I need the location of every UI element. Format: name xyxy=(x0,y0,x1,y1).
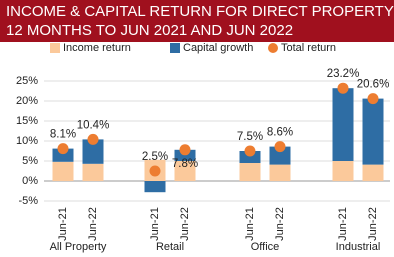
x-tick-label: Jun-22 xyxy=(367,207,379,241)
value-label: 7.5% xyxy=(237,131,263,143)
value-label: 23.2% xyxy=(327,68,360,80)
bar xyxy=(82,139,104,164)
total-dot xyxy=(274,141,286,153)
x-tick-label: Jun-21 xyxy=(244,207,256,241)
x-tick-label: Jun-21 xyxy=(337,207,349,241)
total-dot xyxy=(179,144,191,156)
y-tick-label: -5% xyxy=(18,195,38,207)
total-dot xyxy=(57,143,69,155)
value-label: 20.6% xyxy=(357,79,390,91)
bar xyxy=(269,146,291,165)
x-tick-label: Jun-21 xyxy=(149,207,161,241)
bar xyxy=(52,161,74,181)
chart-subtitle: 12 MONTHS TO JUN 2021 AND JUN 2022 xyxy=(6,22,293,39)
value-label: 2.5% xyxy=(142,151,168,163)
legend-marker xyxy=(268,43,278,53)
group-label: All Property xyxy=(50,241,107,253)
header-band xyxy=(0,0,394,42)
bar xyxy=(174,161,196,181)
total-dot xyxy=(337,82,349,94)
bar xyxy=(239,163,261,181)
bar xyxy=(332,161,354,181)
value-label: 8.6% xyxy=(267,127,293,139)
bar xyxy=(362,98,384,165)
legend-label: Total return xyxy=(281,42,336,54)
bar xyxy=(82,163,104,181)
y-tick-label: 0% xyxy=(22,175,38,187)
y-tick-label: 5% xyxy=(22,155,38,167)
total-dot xyxy=(367,93,379,105)
bar xyxy=(332,88,354,161)
bar xyxy=(269,164,291,181)
bar xyxy=(174,149,196,161)
value-label: 10.4% xyxy=(77,119,110,131)
bar xyxy=(362,164,384,181)
x-tick-label: Jun-22 xyxy=(274,207,286,241)
x-tick-label: Jun-22 xyxy=(87,207,99,241)
y-tick-label: 20% xyxy=(16,95,38,107)
x-tick-label: Jun-21 xyxy=(57,207,69,241)
chart-title: INCOME & CAPITAL RETURN FOR DIRECT PROPE… xyxy=(6,3,394,20)
y-tick-label: 10% xyxy=(16,135,38,147)
y-tick-label: 25% xyxy=(16,75,38,87)
group-label: Office xyxy=(251,241,280,253)
group-label: Industrial xyxy=(336,241,381,253)
value-label: 7.8% xyxy=(172,158,198,170)
total-dot xyxy=(149,165,161,177)
group-label: Retail xyxy=(156,241,184,253)
total-dot xyxy=(87,133,99,145)
value-label: 8.1% xyxy=(50,129,76,141)
legend-swatch xyxy=(50,43,60,53)
bar xyxy=(239,151,261,163)
legend-swatch xyxy=(170,43,180,53)
legend-label: Capital growth xyxy=(183,42,253,54)
bar xyxy=(144,181,166,193)
y-tick-label: 15% xyxy=(16,115,38,127)
bar xyxy=(52,148,74,162)
x-tick-label: Jun-22 xyxy=(179,207,191,241)
total-dot xyxy=(244,145,256,157)
legend-label: Income return xyxy=(63,42,131,54)
